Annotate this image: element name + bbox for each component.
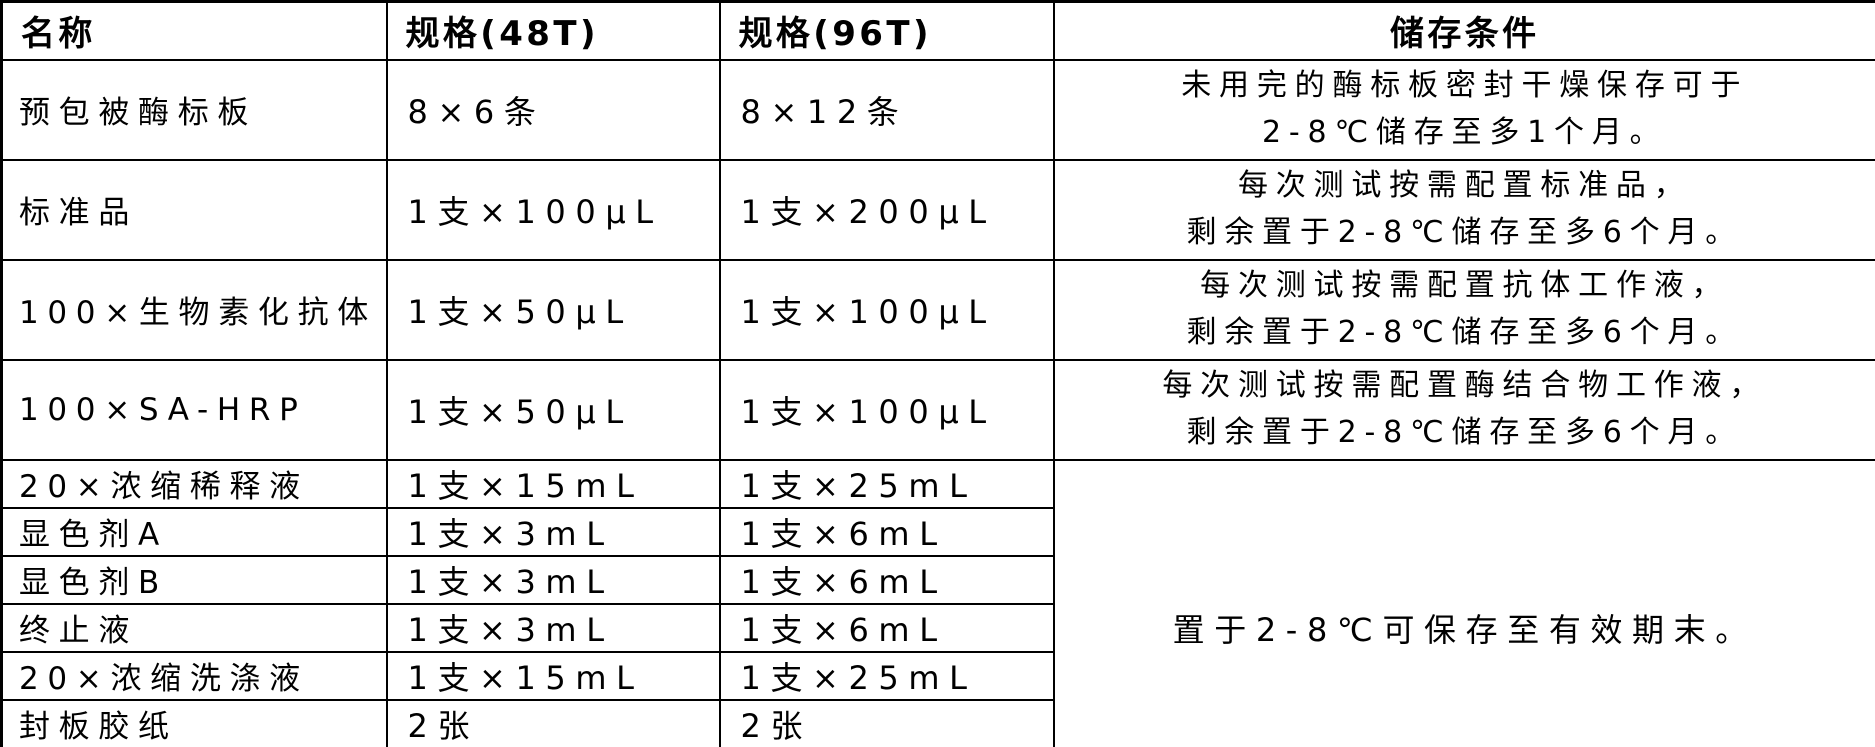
spec-48t-cell: 1支×15mL bbox=[385, 458, 721, 509]
spec-48t-cell: 8×6条 bbox=[385, 58, 721, 161]
spec-48t-cell: 1支×50μL bbox=[385, 258, 721, 361]
spec-96t-cell: 1支×100μL bbox=[718, 258, 1055, 361]
component-name-cell: 显色剂A bbox=[0, 506, 388, 557]
component-name-cell: 显色剂B bbox=[0, 554, 388, 605]
table-row: 100×SA-HRP 1支×50μL 1支×100μL 每次测试按需配置酶结合物… bbox=[0, 358, 1875, 461]
header-row: 名称 规格(48T) 规格(96T) 储存条件 bbox=[0, 0, 1875, 61]
spec-96t-cell: 1支×25mL bbox=[718, 650, 1055, 701]
spec-48t-cell: 1支×50μL bbox=[385, 358, 721, 461]
table-row: 终止液 1支×3mL 1支×6mL bbox=[0, 602, 1875, 653]
spec-48t-cell: 2张 bbox=[385, 698, 721, 747]
table-row: 封板胶纸 2张 2张 bbox=[0, 698, 1875, 747]
component-name-cell: 20×浓缩稀释液 bbox=[0, 458, 388, 509]
component-name-cell: 预包被酶标板 bbox=[0, 58, 388, 161]
table-row: 标准品 1支×100μL 1支×200μL 每次测试按需配置标准品， 剩余置于2… bbox=[0, 158, 1875, 261]
header-spec-48t: 规格(48T) bbox=[385, 0, 721, 61]
header-spec-96t: 规格(96T) bbox=[718, 0, 1055, 61]
spec-48t-cell: 1支×100μL bbox=[385, 158, 721, 261]
storage-condition-cell: 未用完的酶标板密封干燥保存可于 2-8℃储存至多1个月。 bbox=[1052, 58, 1875, 161]
table-row: 预包被酶标板 8×6条 8×12条 未用完的酶标板密封干燥保存可于 2-8℃储存… bbox=[0, 58, 1875, 161]
header-name: 名称 bbox=[0, 0, 388, 61]
spec-96t-cell: 1支×200μL bbox=[718, 158, 1055, 261]
storage-condition-cell: 每次测试按需配置酶结合物工作液， 剩余置于2-8℃储存至多6个月。 bbox=[1052, 358, 1875, 461]
component-name-cell: 100×生物素化抗体 bbox=[0, 258, 388, 361]
component-name-cell: 终止液 bbox=[0, 602, 388, 653]
component-name-cell: 封板胶纸 bbox=[0, 698, 388, 747]
merged-storage-cell: 置于2-8℃可保存至有效期末。 bbox=[1052, 458, 1875, 747]
storage-condition-cell: 每次测试按需配置抗体工作液， 剩余置于2-8℃储存至多6个月。 bbox=[1052, 258, 1875, 361]
table-row: 100×生物素化抗体 1支×50μL 1支×100μL 每次测试按需配置抗体工作… bbox=[0, 258, 1875, 361]
header-storage: 储存条件 bbox=[1052, 0, 1875, 61]
table-row: 显色剂B 1支×3mL 1支×6mL bbox=[0, 554, 1875, 605]
spec-48t-cell: 1支×3mL bbox=[385, 554, 721, 605]
spec-96t-cell: 1支×6mL bbox=[718, 506, 1055, 557]
table-row: 20×浓缩稀释液 1支×15mL 1支×25mL 置于2-8℃可保存至有效期末。 bbox=[0, 458, 1875, 747]
component-name-cell: 20×浓缩洗涤液 bbox=[0, 650, 388, 701]
spec-48t-cell: 1支×3mL bbox=[385, 506, 721, 557]
spec-48t-cell: 1支×15mL bbox=[385, 650, 721, 701]
spec-48t-cell: 1支×3mL bbox=[385, 602, 721, 653]
spec-96t-cell: 2张 bbox=[718, 698, 1055, 747]
spec-96t-cell: 1支×100μL bbox=[718, 358, 1055, 461]
spec-96t-cell: 1支×6mL bbox=[718, 602, 1055, 653]
spec-96t-cell: 8×12条 bbox=[718, 58, 1055, 161]
component-name-cell: 100×SA-HRP bbox=[0, 358, 388, 461]
spec-96t-cell: 1支×6mL bbox=[718, 554, 1055, 605]
spec-96t-cell: 1支×25mL bbox=[718, 458, 1055, 509]
table-row: 显色剂A 1支×3mL 1支×6mL bbox=[0, 506, 1875, 557]
table-row: 20×浓缩洗涤液 1支×15mL 1支×25mL bbox=[0, 650, 1875, 701]
component-name-cell: 标准品 bbox=[0, 158, 388, 261]
storage-condition-cell: 每次测试按需配置标准品， 剩余置于2-8℃储存至多6个月。 bbox=[1052, 158, 1875, 261]
